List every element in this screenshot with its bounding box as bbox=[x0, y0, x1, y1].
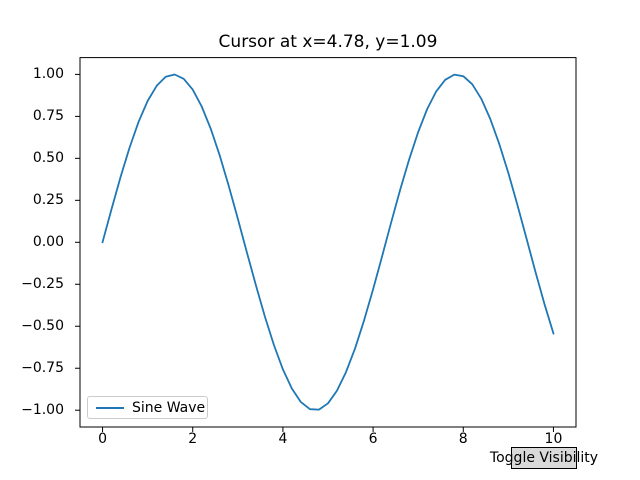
x-tick-label: 4 bbox=[278, 431, 288, 447]
y-tick-label: 1.00 bbox=[32, 66, 64, 83]
x-tick-label: 6 bbox=[368, 431, 378, 447]
legend-label: Sine Wave bbox=[132, 399, 206, 416]
y-tick-label: −0.25 bbox=[21, 276, 64, 293]
legend-line-sample bbox=[96, 406, 124, 409]
plot-title: Cursor at x=4.78, y=1.09 bbox=[218, 32, 438, 52]
x-tick-label: 0 bbox=[98, 431, 107, 447]
tick-marks bbox=[75, 73, 554, 432]
y-tick-label: 0.50 bbox=[32, 150, 64, 167]
x-tick-label: 8 bbox=[458, 431, 468, 447]
y-tick-label: 0.75 bbox=[32, 108, 64, 125]
axes-frame bbox=[79, 57, 577, 428]
x-tick-label: 10 bbox=[544, 431, 563, 447]
y-tick-label: 0.25 bbox=[32, 192, 64, 209]
toggle-visibility-label: Toggle Visibility bbox=[489, 450, 599, 466]
y-tick-label: −0.50 bbox=[21, 318, 64, 335]
sine-wave-line bbox=[101, 73, 555, 411]
toggle-visibility-button[interactable]: Toggle Visibility bbox=[490, 447, 598, 469]
y-tick-label: −0.75 bbox=[21, 360, 64, 377]
legend: Sine Wave bbox=[87, 396, 208, 419]
y-tick-label: −1.00 bbox=[21, 402, 64, 419]
x-tick-label: 2 bbox=[188, 431, 198, 447]
y-tick-label: 0.00 bbox=[32, 234, 64, 251]
